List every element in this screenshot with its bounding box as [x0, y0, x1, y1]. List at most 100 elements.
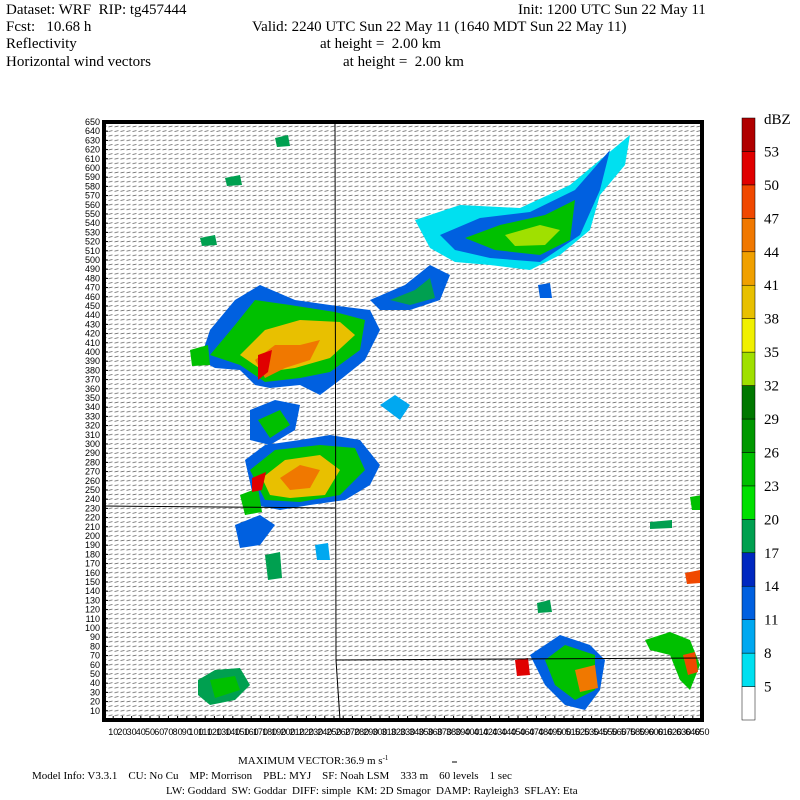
x-tick-label: 370 — [437, 727, 452, 737]
colorbar-segment — [741, 452, 756, 487]
x-tick-label: 50 — [145, 727, 155, 737]
y-tick-label: 340 — [85, 402, 100, 412]
y-tick-label: 230 — [85, 503, 100, 513]
colorbar-unit: dBZ — [764, 112, 791, 128]
x-tick-label: 270 — [345, 727, 360, 737]
y-tick-label: 90 — [90, 632, 100, 642]
x-tick-label: 100 — [188, 727, 203, 737]
colorbar-label: 17 — [764, 546, 780, 562]
colorbar-label: 11 — [764, 613, 778, 629]
y-tick-label: 640 — [85, 126, 100, 136]
field-height: at height = 2.00 km — [320, 36, 441, 52]
colorbar-label: 50 — [764, 178, 779, 194]
colorbar-segment — [741, 251, 756, 286]
x-tick-label: 250 — [326, 727, 341, 737]
x-tick-label: 390 — [455, 727, 470, 737]
y-tick-label: 600 — [85, 163, 100, 173]
colorbar-segment — [741, 117, 756, 152]
x-tick-label: 310 — [382, 727, 397, 737]
colorbar-label: 32 — [764, 379, 779, 395]
colorbar-segment — [741, 385, 756, 420]
max-vector-value: 36.9 m s-1 — [345, 754, 389, 767]
plot-area — [104, 122, 702, 720]
y-tick-label: 150 — [85, 577, 100, 587]
y-tick-label: 40 — [90, 678, 100, 688]
x-tick-label: 320 — [391, 727, 406, 737]
x-tick-label: 470 — [529, 727, 544, 737]
dataset: Dataset: WRF RIP: tg457444 — [6, 2, 187, 18]
x-tick-label: 160 — [244, 727, 259, 737]
y-tick-label: 560 — [85, 200, 100, 210]
colorbar-label: 44 — [764, 245, 780, 261]
y-tick-label: 460 — [85, 292, 100, 302]
colorbar-segment — [741, 686, 756, 721]
x-tick-label: 570 — [621, 727, 636, 737]
y-tick-label: 110 — [86, 614, 100, 624]
y-tick-label: 210 — [85, 522, 100, 532]
colorbar-label: 35 — [764, 345, 779, 361]
x-tick-label: 130 — [216, 727, 231, 737]
colorbar-segment — [741, 552, 756, 587]
x-tick-label: 220 — [299, 727, 314, 737]
colorbar-label: 53 — [764, 144, 779, 160]
y-tick-label: 200 — [85, 531, 100, 541]
y-tick-label: 70 — [90, 651, 100, 661]
x-tick-label: 540 — [593, 727, 608, 737]
y-tick-label: 300 — [85, 439, 100, 449]
y-tick-label: 180 — [85, 549, 100, 559]
x-tick-label: 150 — [234, 727, 249, 737]
x-tick-label: 420 — [483, 727, 498, 737]
y-tick-label: 10 — [90, 706, 100, 716]
y-tick-label: 520 — [85, 237, 100, 247]
physics-info: LW: Goddard SW: Goddar DIFF: simple KM: … — [166, 785, 578, 797]
x-tick-label: 170 — [253, 727, 268, 737]
x-tick-label: 530 — [584, 727, 599, 737]
plot-frame — [102, 120, 704, 722]
wind-vectors — [104, 122, 702, 720]
y-tick-label: 240 — [85, 494, 100, 504]
y-tick-label: 220 — [85, 513, 100, 523]
colorbar-segment — [741, 351, 756, 386]
x-tick-label: 20 — [117, 727, 127, 737]
x-tick-label: 300 — [372, 727, 387, 737]
x-tick-label: 80 — [173, 727, 183, 737]
x-tick-label: 120 — [207, 727, 222, 737]
x-tick-label: 200 — [280, 727, 295, 737]
y-tick-label: 500 — [85, 255, 100, 265]
y-tick-label: 320 — [85, 421, 100, 431]
field: Horizontal wind vectors — [6, 54, 151, 70]
border-line — [335, 657, 702, 661]
x-tick-label: 490 — [547, 727, 562, 737]
y-tick-label: 400 — [85, 347, 100, 357]
colorbar-label: 14 — [764, 579, 780, 595]
x-tick-label: 500 — [556, 727, 571, 737]
y-tick-label: 120 — [85, 605, 100, 615]
y-tick-label: 280 — [85, 457, 100, 467]
x-tick-label: 560 — [612, 727, 627, 737]
y-tick-label: 190 — [85, 540, 100, 550]
x-tick-label: 280 — [354, 727, 369, 737]
colorbar-segment — [741, 284, 756, 319]
y-tick-label: 250 — [85, 485, 100, 495]
valid: Valid: 2240 UTC Sun 22 May 11 (1640 MDT … — [252, 19, 626, 35]
x-tick-label: 600 — [648, 727, 663, 737]
max-vector-exp: -1 — [383, 754, 389, 762]
fcst: Fcst: 10.68 h — [6, 19, 92, 35]
x-tick-label: 60 — [154, 727, 164, 737]
y-tick-label: 650 — [85, 117, 100, 127]
colorbar-segment — [741, 652, 756, 687]
x-tick-label: 210 — [290, 727, 305, 737]
x-tick-label: 630 — [676, 727, 691, 737]
colorbar-segment — [741, 318, 756, 353]
x-tick-label: 110 — [198, 727, 212, 737]
y-tick-label: 540 — [85, 218, 100, 228]
x-tick-label: 610 — [658, 727, 673, 737]
colorbar-label: 26 — [764, 445, 780, 461]
y-tick-label: 370 — [85, 375, 100, 385]
y-tick-label: 60 — [90, 660, 100, 670]
colorbar-segment — [741, 151, 756, 186]
y-tick-label: 470 — [85, 283, 100, 293]
colorbar-segment — [741, 619, 756, 654]
reflectivity — [190, 135, 702, 710]
y-tick-label: 440 — [85, 310, 100, 320]
